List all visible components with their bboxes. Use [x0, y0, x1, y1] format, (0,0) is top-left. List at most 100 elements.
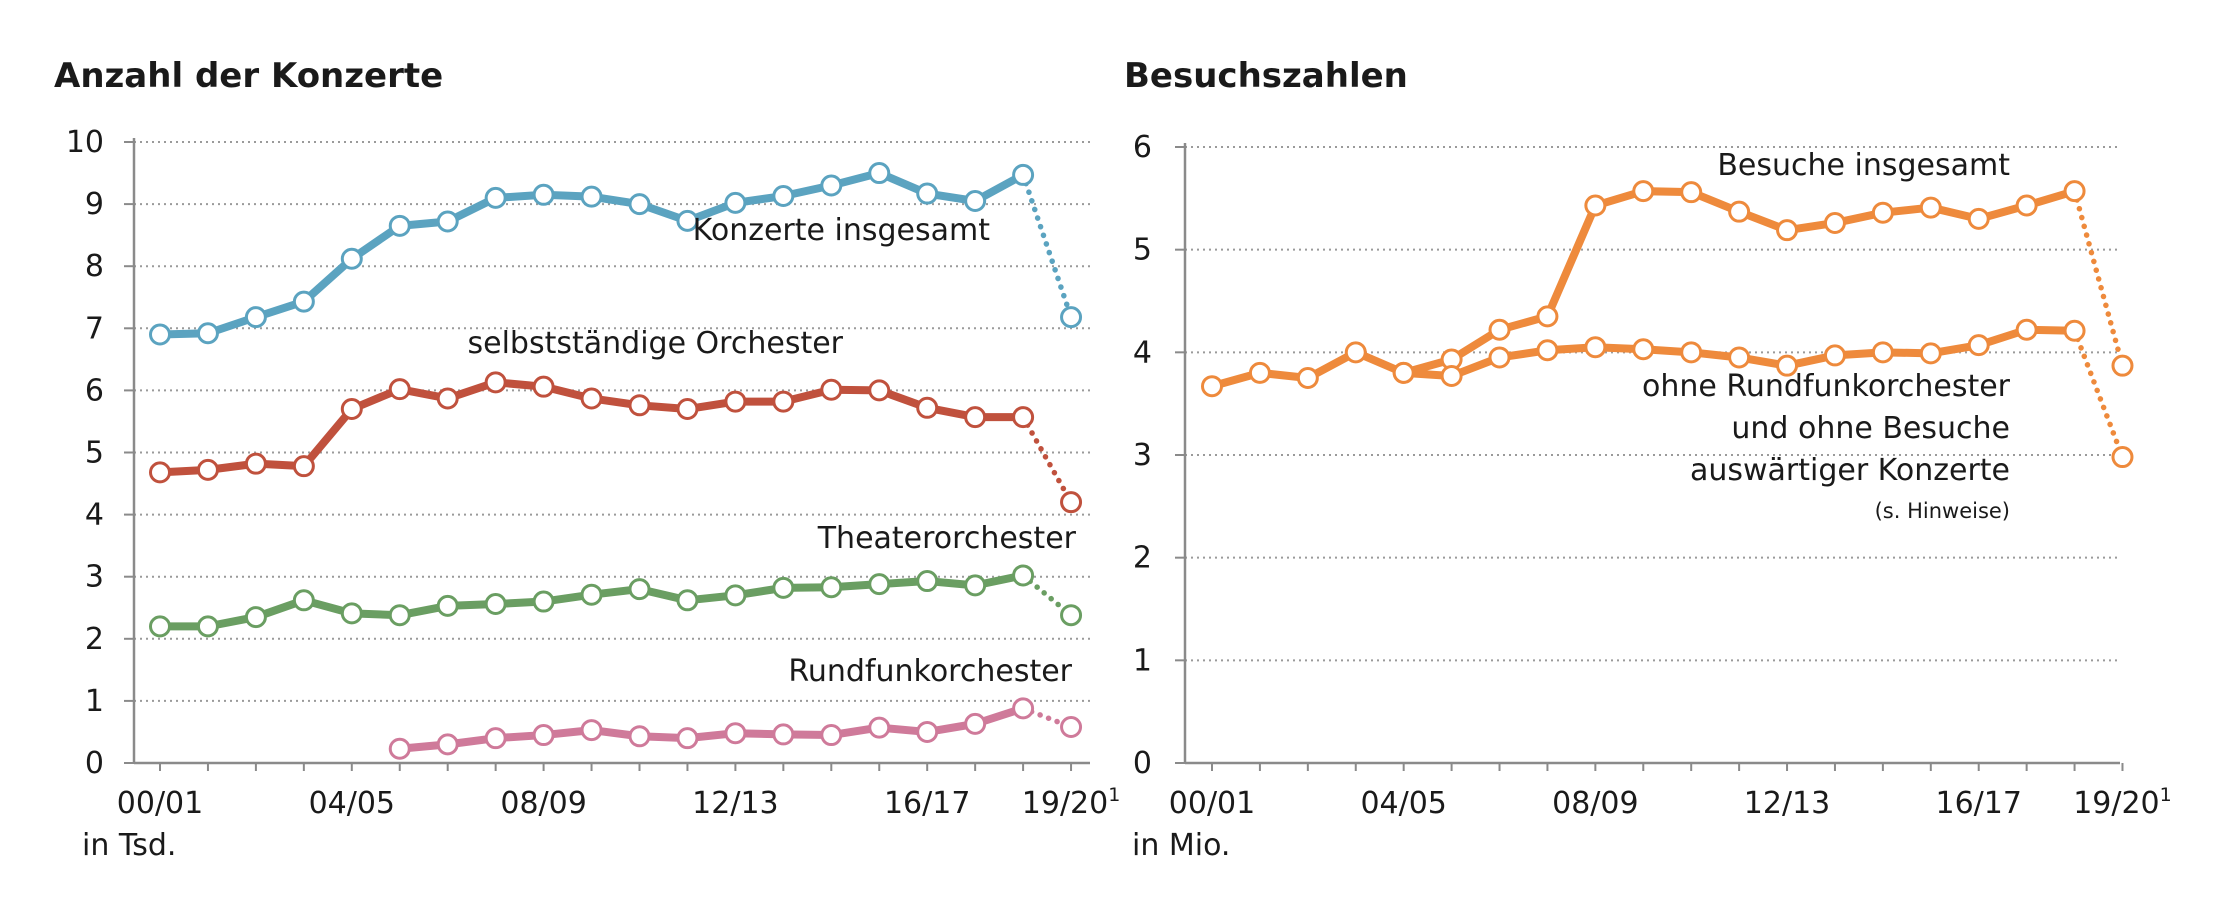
besuche-y-tick-label: 0: [1133, 746, 1152, 781]
konzerte-x-tick-text: 08/09: [500, 786, 586, 821]
besuche-series-0-point: [1967, 207, 1990, 230]
besuche-series-0-point: [1823, 211, 1846, 234]
konzerte-y-tick-label: 0: [85, 746, 104, 781]
besuche-y-tick-label: 5: [1133, 233, 1152, 268]
besuche-series-1-point: [1488, 346, 1511, 369]
konzerte-series-1-point: [580, 387, 603, 410]
konzerte-series-3-point: [628, 725, 651, 748]
konzerte-series-2-point: [916, 570, 939, 593]
konzerte-y-tick-label: 4: [85, 498, 104, 533]
konzerte-x-tick-label: 00/01: [117, 786, 203, 821]
konzerte-series-0-point: [532, 183, 555, 206]
konzerte-series-2-point: [244, 606, 267, 629]
besuche-series-0-point: [1296, 367, 1319, 389]
konzerte-series-2-point: [196, 615, 219, 638]
besuche-series-1-point: [1871, 341, 1894, 364]
konzerte-series-3-point: [580, 719, 603, 742]
konzerte-series-2-point: [820, 576, 843, 599]
konzerte-x-tick-text: 00/01: [117, 786, 203, 821]
konzerte-series-3-point: [964, 712, 987, 735]
besuche-series-1-point: [1632, 338, 1655, 361]
konzerte-series-label-3: Rundfunkorchester: [788, 654, 1072, 689]
chart-konzerte: 0 1 2 3 4 5 6 7 8 9 10 00/01 04/05 08/09 12/13 16/17 19/…: [66, 125, 1121, 821]
besuche-series-0-point: [1248, 361, 1271, 384]
konzerte-series-2-point: [436, 594, 459, 617]
konzerte-x-tick-label: 04/05: [309, 786, 395, 821]
konzerte-x-tick-label: 16/17: [884, 786, 970, 821]
besuche-series-0-point: [1584, 194, 1607, 217]
konzerte-series-2-point: [676, 589, 699, 612]
besuche-x-tick-footnote: 1: [2160, 784, 2172, 806]
besuche-series-0-point: [1919, 196, 1942, 219]
besuche-y-tick-label: 4: [1133, 335, 1152, 370]
besuche-series-1-point: [1440, 364, 1463, 387]
konzerte-x-tick-text: 12/13: [692, 786, 778, 821]
besuche-x-tick-label: 16/17: [1935, 786, 2021, 821]
konzerte-series-2-point: [724, 584, 747, 607]
konzerte-y-tick-label: 10: [66, 125, 104, 160]
konzerte-series-1-point: [196, 458, 219, 481]
konzerte-x-tick-footnote: 1: [1108, 784, 1120, 806]
besuche-y-tick-label: 1: [1133, 643, 1152, 678]
besuche-series-0-point: [1871, 201, 1894, 224]
besuche-series-1-point: [1392, 361, 1415, 384]
konzerte-series-3-point: [916, 720, 939, 743]
konzerte-series-dotted-segment-0: [1020, 172, 1074, 320]
konzerte-series-2-point: [628, 578, 651, 601]
besuche-series-1-point: [1680, 341, 1703, 364]
konzerte-y-tick-label: 6: [85, 373, 104, 408]
besuche-series-0-point: [1201, 375, 1223, 398]
konzerte-series-2-point: [580, 583, 603, 606]
konzerte-series-3-point: [676, 727, 699, 750]
besuche-x-tick-text: 00/01: [1169, 786, 1255, 821]
konzerte-series-3-point: [388, 737, 411, 760]
konzerte-x-tick-text: 04/05: [309, 786, 395, 821]
konzerte-series-0-point: [676, 209, 699, 232]
konzerte-series-1-point: [676, 398, 699, 421]
besuche-series-0-point: [1488, 318, 1511, 341]
besuche-series-0-point: [2111, 354, 2134, 377]
konzerte-x-tick-label: 12/13: [692, 786, 778, 821]
besuche-x-tick-label: 08/09: [1552, 786, 1638, 821]
besuche-x-tick-text: 19/20: [2073, 786, 2159, 821]
konzerte-x-tick-label: 19/201: [1022, 784, 1121, 821]
konzerte-series-1-point: [1060, 491, 1083, 514]
konzerte-series-0-point: [388, 214, 411, 237]
konzerte-series-0-point: [1012, 163, 1035, 186]
konzerte-series-3-point: [724, 722, 747, 745]
chart-title-konzerte: Anzahl der Konzerte: [54, 56, 444, 96]
konzerte-y-tick-label: 9: [85, 187, 104, 222]
unit-label-konzerte: in Tsd.: [82, 828, 177, 863]
konzerte-series-0-point: [628, 193, 651, 216]
besuche-series-0-point: [2015, 194, 2038, 217]
konzerte-x-tick-text: 19/20: [1022, 786, 1108, 821]
konzerte-series-1-point: [820, 378, 843, 401]
konzerte-series-1-point: [772, 390, 795, 413]
besuche-series-1-point: [1967, 334, 1990, 357]
besuche-y-tick-label: 3: [1133, 438, 1152, 473]
konzerte-series-0-point: [916, 182, 939, 205]
konzerte-series-1-point: [484, 371, 507, 394]
konzerte-series-0-point: [244, 306, 267, 329]
konzerte-series-3-point: [532, 724, 555, 747]
besuche-series-0-point: [1536, 305, 1559, 328]
konzerte-series-label-1: selbstständige Orchester: [468, 326, 844, 361]
konzerte-series-1-point: [916, 396, 939, 419]
konzerte-series-3-point: [484, 727, 507, 750]
konzerte-series-0-point: [149, 323, 171, 346]
konzerte-series-1-point: [244, 452, 267, 475]
konzerte-series-2-point: [340, 602, 363, 625]
besuche-series-1-point: [2063, 319, 2086, 342]
besuche-x-tick-text: 08/09: [1552, 786, 1638, 821]
konzerte-series-2-point: [1012, 564, 1035, 587]
konzerte-series-3-point: [868, 716, 891, 739]
besuche-series-0-point: [1776, 219, 1799, 242]
besuche-x-tick-text: 16/17: [1935, 786, 2021, 821]
konzerte-y-tick-label: 7: [85, 311, 104, 346]
konzerte-series-1-point: [868, 379, 891, 402]
konzerte-series-0-point: [580, 185, 603, 208]
besuche-x-tick-text: 04/05: [1360, 786, 1446, 821]
konzerte-series-3-point: [820, 724, 843, 747]
konzerte-series-1-point: [1012, 406, 1035, 429]
konzerte-series-1-point: [628, 394, 651, 417]
